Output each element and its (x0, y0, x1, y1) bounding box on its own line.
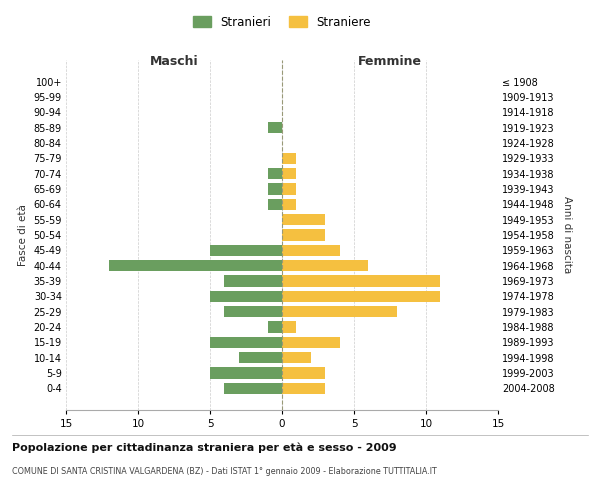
Legend: Stranieri, Straniere: Stranieri, Straniere (188, 11, 376, 34)
Bar (282, 244, 340, 256)
Bar (210, 368, 282, 379)
Bar (282, 276, 440, 287)
Bar (268, 198, 282, 210)
Bar (109, 260, 282, 272)
Bar (282, 183, 296, 194)
Bar (282, 260, 368, 272)
Bar (282, 306, 397, 318)
Y-axis label: Anni di nascita: Anni di nascita (562, 196, 572, 274)
Text: Popolazione per cittadinanza straniera per età e sesso - 2009: Popolazione per cittadinanza straniera p… (12, 442, 397, 453)
Bar (282, 336, 340, 348)
Bar (268, 168, 282, 179)
Bar (224, 276, 282, 287)
Bar (210, 336, 282, 348)
Bar (224, 382, 282, 394)
Bar (282, 352, 311, 364)
Bar (282, 214, 325, 226)
Text: Maschi: Maschi (149, 55, 199, 68)
Y-axis label: Fasce di età: Fasce di età (18, 204, 28, 266)
Bar (210, 244, 282, 256)
Bar (268, 322, 282, 333)
Bar (282, 322, 296, 333)
Bar (210, 290, 282, 302)
Bar (282, 290, 440, 302)
Bar (282, 368, 325, 379)
Bar (268, 122, 282, 134)
Bar (282, 168, 296, 179)
Bar (224, 306, 282, 318)
Bar (268, 183, 282, 194)
Text: Femmine: Femmine (358, 55, 422, 68)
Bar (282, 198, 296, 210)
Bar (282, 382, 325, 394)
Bar (282, 229, 325, 241)
Text: COMUNE DI SANTA CRISTINA VALGARDENA (BZ) - Dati ISTAT 1° gennaio 2009 - Elaboraz: COMUNE DI SANTA CRISTINA VALGARDENA (BZ)… (12, 468, 437, 476)
Bar (239, 352, 282, 364)
Bar (282, 152, 296, 164)
